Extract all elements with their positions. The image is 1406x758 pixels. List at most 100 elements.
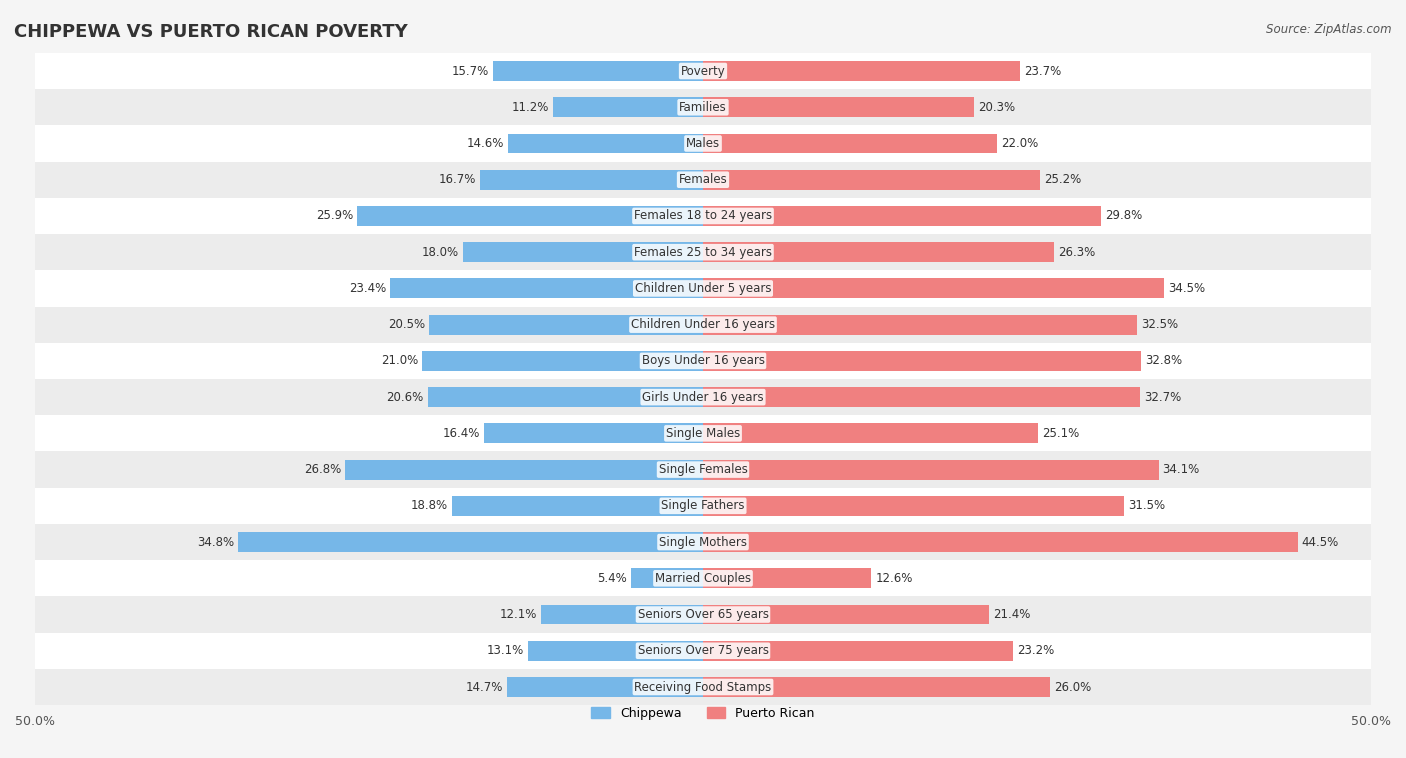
Text: 18.8%: 18.8% <box>411 500 449 512</box>
Bar <box>494 61 703 81</box>
Bar <box>703 424 1039 443</box>
Legend: Chippewa, Puerto Rican: Chippewa, Puerto Rican <box>586 702 820 725</box>
Text: Single Males: Single Males <box>666 427 740 440</box>
Bar <box>35 560 1371 597</box>
Text: CHIPPEWA VS PUERTO RICAN POVERTY: CHIPPEWA VS PUERTO RICAN POVERTY <box>14 23 408 41</box>
Text: 16.7%: 16.7% <box>439 174 475 186</box>
Bar <box>35 379 1371 415</box>
Text: 23.2%: 23.2% <box>1017 644 1054 657</box>
Bar <box>429 315 703 334</box>
Text: 21.0%: 21.0% <box>381 355 419 368</box>
Bar <box>238 532 703 552</box>
Bar <box>631 568 703 588</box>
Text: 44.5%: 44.5% <box>1302 536 1339 549</box>
Bar <box>703 605 988 625</box>
Text: Receiving Food Stamps: Receiving Food Stamps <box>634 681 772 694</box>
Bar <box>35 669 1371 705</box>
Text: Single Females: Single Females <box>658 463 748 476</box>
Bar <box>484 424 703 443</box>
Text: 12.6%: 12.6% <box>876 572 912 585</box>
Text: Single Fathers: Single Fathers <box>661 500 745 512</box>
Bar <box>479 170 703 190</box>
Bar <box>35 343 1371 379</box>
Bar <box>703 641 1012 661</box>
Bar <box>451 496 703 515</box>
Bar <box>703 97 974 117</box>
Bar <box>554 97 703 117</box>
Text: 5.4%: 5.4% <box>598 572 627 585</box>
Text: 12.1%: 12.1% <box>501 608 537 621</box>
Text: 23.4%: 23.4% <box>349 282 387 295</box>
Bar <box>703 387 1140 407</box>
Bar <box>703 61 1019 81</box>
Bar <box>35 234 1371 271</box>
Text: 26.0%: 26.0% <box>1054 681 1091 694</box>
Bar <box>422 351 703 371</box>
Text: Children Under 16 years: Children Under 16 years <box>631 318 775 331</box>
Bar <box>35 633 1371 669</box>
Bar <box>703 206 1101 226</box>
Text: 34.8%: 34.8% <box>197 536 233 549</box>
Text: Females: Females <box>679 174 727 186</box>
Bar <box>506 677 703 697</box>
Text: 29.8%: 29.8% <box>1105 209 1143 222</box>
Bar <box>35 161 1371 198</box>
Text: 23.7%: 23.7% <box>1024 64 1062 77</box>
Bar <box>35 89 1371 125</box>
Bar <box>35 198 1371 234</box>
Bar <box>35 487 1371 524</box>
Text: Children Under 5 years: Children Under 5 years <box>634 282 772 295</box>
Text: Seniors Over 65 years: Seniors Over 65 years <box>637 608 769 621</box>
Bar <box>508 133 703 153</box>
Bar <box>35 452 1371 487</box>
Bar <box>35 415 1371 452</box>
Bar <box>703 351 1142 371</box>
Text: Females 25 to 34 years: Females 25 to 34 years <box>634 246 772 258</box>
Bar <box>427 387 703 407</box>
Bar <box>35 53 1371 89</box>
Text: 13.1%: 13.1% <box>486 644 524 657</box>
Text: 20.5%: 20.5% <box>388 318 425 331</box>
Bar <box>703 133 997 153</box>
Bar <box>703 315 1137 334</box>
Text: 32.7%: 32.7% <box>1144 390 1181 403</box>
Text: 34.1%: 34.1% <box>1163 463 1199 476</box>
Bar <box>703 459 1159 480</box>
Text: 18.0%: 18.0% <box>422 246 458 258</box>
Text: Poverty: Poverty <box>681 64 725 77</box>
Text: 34.5%: 34.5% <box>1168 282 1205 295</box>
Text: 32.8%: 32.8% <box>1146 355 1182 368</box>
Text: 22.0%: 22.0% <box>1001 137 1038 150</box>
Text: 31.5%: 31.5% <box>1128 500 1166 512</box>
Text: Females 18 to 24 years: Females 18 to 24 years <box>634 209 772 222</box>
Text: Boys Under 16 years: Boys Under 16 years <box>641 355 765 368</box>
Bar <box>703 243 1054 262</box>
Bar <box>35 271 1371 306</box>
Text: 16.4%: 16.4% <box>443 427 479 440</box>
Text: Girls Under 16 years: Girls Under 16 years <box>643 390 763 403</box>
Bar <box>357 206 703 226</box>
Text: 21.4%: 21.4% <box>993 608 1031 621</box>
Bar <box>703 677 1050 697</box>
Bar <box>703 568 872 588</box>
Text: Families: Families <box>679 101 727 114</box>
Bar <box>703 170 1039 190</box>
Text: 11.2%: 11.2% <box>512 101 550 114</box>
Text: 14.7%: 14.7% <box>465 681 502 694</box>
Bar <box>35 306 1371 343</box>
Text: 20.3%: 20.3% <box>979 101 1015 114</box>
Bar <box>703 532 1298 552</box>
Text: 25.2%: 25.2% <box>1043 174 1081 186</box>
Bar <box>35 524 1371 560</box>
Text: 26.8%: 26.8% <box>304 463 340 476</box>
Text: Seniors Over 75 years: Seniors Over 75 years <box>637 644 769 657</box>
Text: 26.3%: 26.3% <box>1059 246 1095 258</box>
Bar <box>541 605 703 625</box>
Text: 32.5%: 32.5% <box>1142 318 1178 331</box>
Text: Males: Males <box>686 137 720 150</box>
Bar <box>391 278 703 299</box>
Text: Source: ZipAtlas.com: Source: ZipAtlas.com <box>1267 23 1392 36</box>
Text: Married Couples: Married Couples <box>655 572 751 585</box>
Text: Single Mothers: Single Mothers <box>659 536 747 549</box>
Bar <box>344 459 703 480</box>
